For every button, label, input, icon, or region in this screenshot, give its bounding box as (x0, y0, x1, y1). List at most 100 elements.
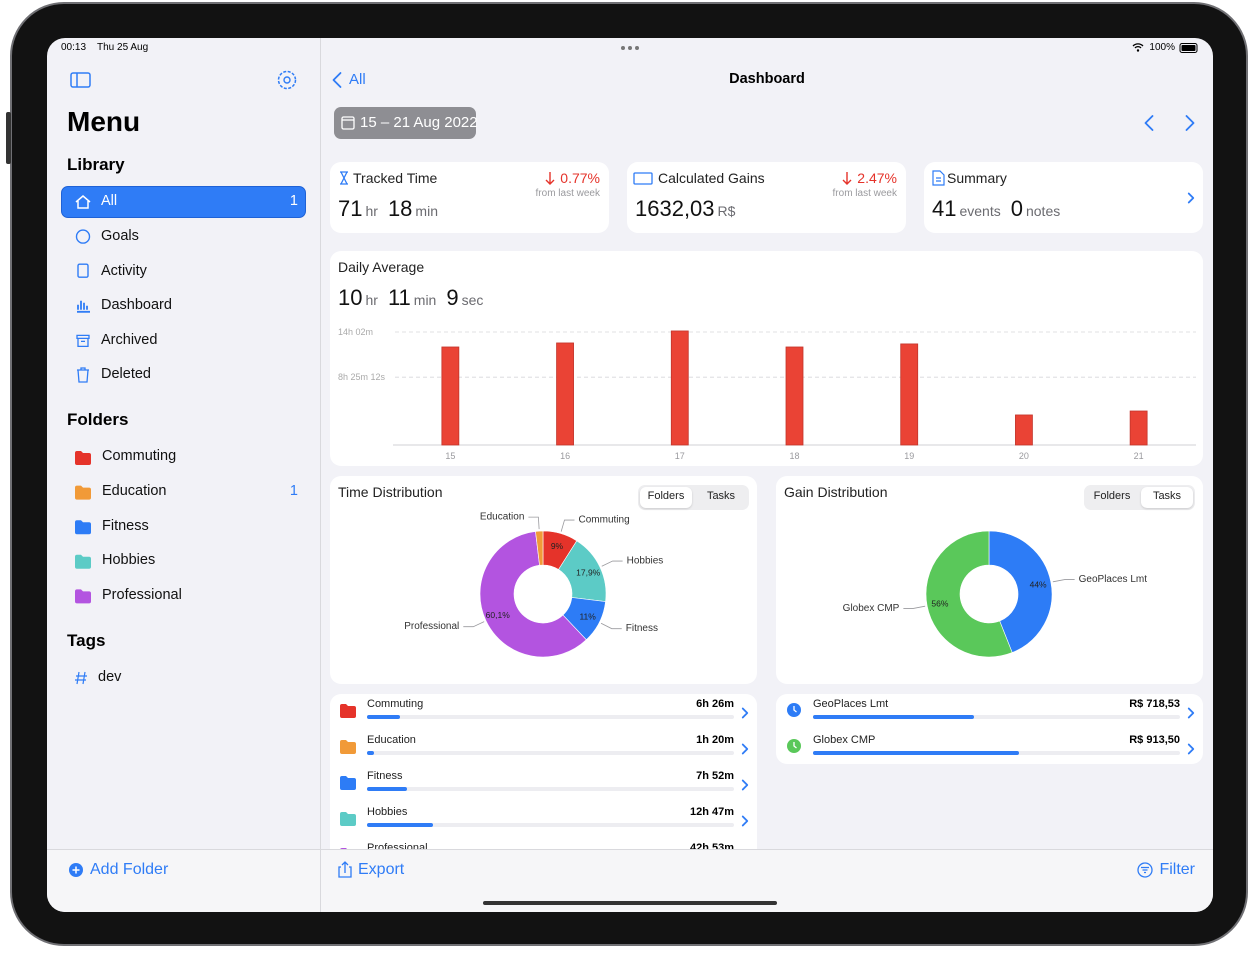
sidebar-item[interactable]: Activity (101, 262, 147, 279)
section-heading: Library (67, 154, 125, 174)
breakdown-card: Commuting 6h 26m Education 1h 20m Fitness 7h … (330, 694, 757, 849)
unit: sec (461, 292, 484, 308)
value: 18 (387, 196, 413, 221)
page-title: Dashboard (729, 71, 805, 88)
selected-segment (1141, 487, 1193, 508)
row-chevron (1187, 707, 1195, 719)
progress-track (367, 715, 734, 719)
breakdown-card: GeoPlaces Lmt R$ 718,53 Globex CMP R$ 913,5… (776, 694, 1203, 764)
sidebar-item[interactable]: Deleted (101, 366, 151, 383)
row-chevron (741, 779, 749, 791)
battery-level: 100% (1149, 42, 1175, 53)
export-button[interactable]: Export (358, 861, 405, 879)
list-item-name: Globex CMP (813, 734, 876, 747)
list-item-value: 12h 47m (689, 806, 734, 819)
list-item-value: 42h 53m (689, 842, 734, 849)
list-item-name: GeoPlaces Lmt (813, 698, 889, 711)
chevron-icon (741, 779, 749, 791)
value-row: 41 events 0 notes (932, 196, 1060, 222)
value: 10 (338, 285, 363, 310)
list-item-name: Hobbies (367, 806, 408, 819)
item-count: 1 (289, 193, 298, 210)
sidebar-item[interactable]: Goals (101, 227, 139, 244)
section-heading: Folders (67, 409, 129, 429)
back-button[interactable]: All (349, 71, 366, 88)
sidebar-folder[interactable]: Commuting (102, 448, 177, 465)
value: 71 (338, 196, 363, 221)
value: 11 (387, 285, 411, 310)
card-title: Gain Distribution (784, 483, 888, 500)
chevron-icon (741, 815, 749, 827)
task-icon-hands (793, 742, 797, 749)
row-icon (340, 776, 356, 790)
item-count: 1 (289, 482, 298, 499)
sidebar-toolbar (47, 849, 320, 912)
unit: notes (1025, 203, 1061, 219)
list-item-value: 7h 52m (696, 770, 734, 783)
folder-icon (340, 704, 356, 718)
list-item-value: R$ 913,50 (1129, 734, 1180, 747)
progress-track (367, 823, 734, 827)
folder-icon (340, 848, 347, 849)
sidebar-item[interactable]: Dashboard (101, 297, 172, 314)
unit: min (415, 203, 438, 219)
sidebar-tag[interactable]: dev (98, 669, 122, 686)
value-row: 10 hr 11 min 9 sec (338, 285, 483, 311)
sidebar-folder[interactable]: Fitness (102, 517, 149, 534)
row-chevron (741, 743, 749, 755)
list-item-name: Education (367, 734, 416, 747)
folder-icon (340, 812, 356, 826)
sidebar-separator (320, 38, 321, 912)
task-icon-hands (793, 706, 797, 713)
sidebar-item[interactable]: All (101, 193, 118, 210)
unit: min (413, 292, 437, 308)
segment-label[interactable]: Folders (647, 490, 685, 503)
card-title: Daily Average (338, 258, 425, 275)
chevron-icon (1187, 707, 1195, 719)
folder-icon (340, 776, 356, 790)
unit: hr (365, 203, 378, 219)
segment-label[interactable]: Tasks (706, 490, 736, 503)
date-range-pill[interactable] (334, 107, 476, 139)
row-icon (340, 704, 356, 718)
value: 1632,03 (635, 196, 715, 221)
section-heading: Tags (67, 630, 106, 650)
list-item-name: Fitness (367, 770, 403, 783)
value: 41 (932, 196, 957, 221)
progress-bar (367, 751, 374, 755)
value: 9 (446, 285, 459, 310)
side-button (6, 112, 11, 164)
progress-bar (367, 715, 401, 719)
folder-icon (340, 740, 356, 754)
row-icon (340, 848, 347, 849)
selected-row[interactable] (61, 186, 306, 218)
sidebar-folder[interactable]: Professional (102, 586, 182, 603)
card-title: Time Distribution (338, 483, 443, 500)
filter-button[interactable]: Filter (1159, 861, 1195, 879)
row-icon (787, 703, 801, 717)
add-folder-button[interactable]: Add Folder (90, 861, 169, 879)
progress-track (367, 787, 734, 791)
sidebar-item[interactable]: Archived (101, 331, 158, 348)
card-title: Calculated Gains (658, 169, 765, 186)
date-range: 15 – 21 Aug 2022 (360, 114, 478, 131)
unit: events (959, 203, 1001, 219)
sidebar-folder[interactable]: Hobbies (102, 552, 156, 569)
unit: R$ (717, 203, 736, 219)
card-title: Summary (947, 169, 1007, 186)
segment-label[interactable]: Folders (1093, 490, 1131, 503)
row-icon (340, 740, 356, 754)
value: 0 (1010, 196, 1023, 221)
daily-average-card (330, 251, 1203, 466)
list-item-value: 6h 26m (696, 698, 734, 711)
sidebar-folder[interactable]: Education (102, 482, 167, 499)
summary-card (627, 162, 906, 233)
detail-toolbar (321, 849, 1213, 912)
summary-card (330, 162, 609, 233)
segment-label[interactable]: Tasks (1152, 490, 1182, 503)
value-row: 71 hr 18 min (338, 196, 438, 222)
status-time: 00:13 (61, 42, 87, 53)
chevron-icon (741, 707, 749, 719)
progress-bar (367, 823, 433, 827)
